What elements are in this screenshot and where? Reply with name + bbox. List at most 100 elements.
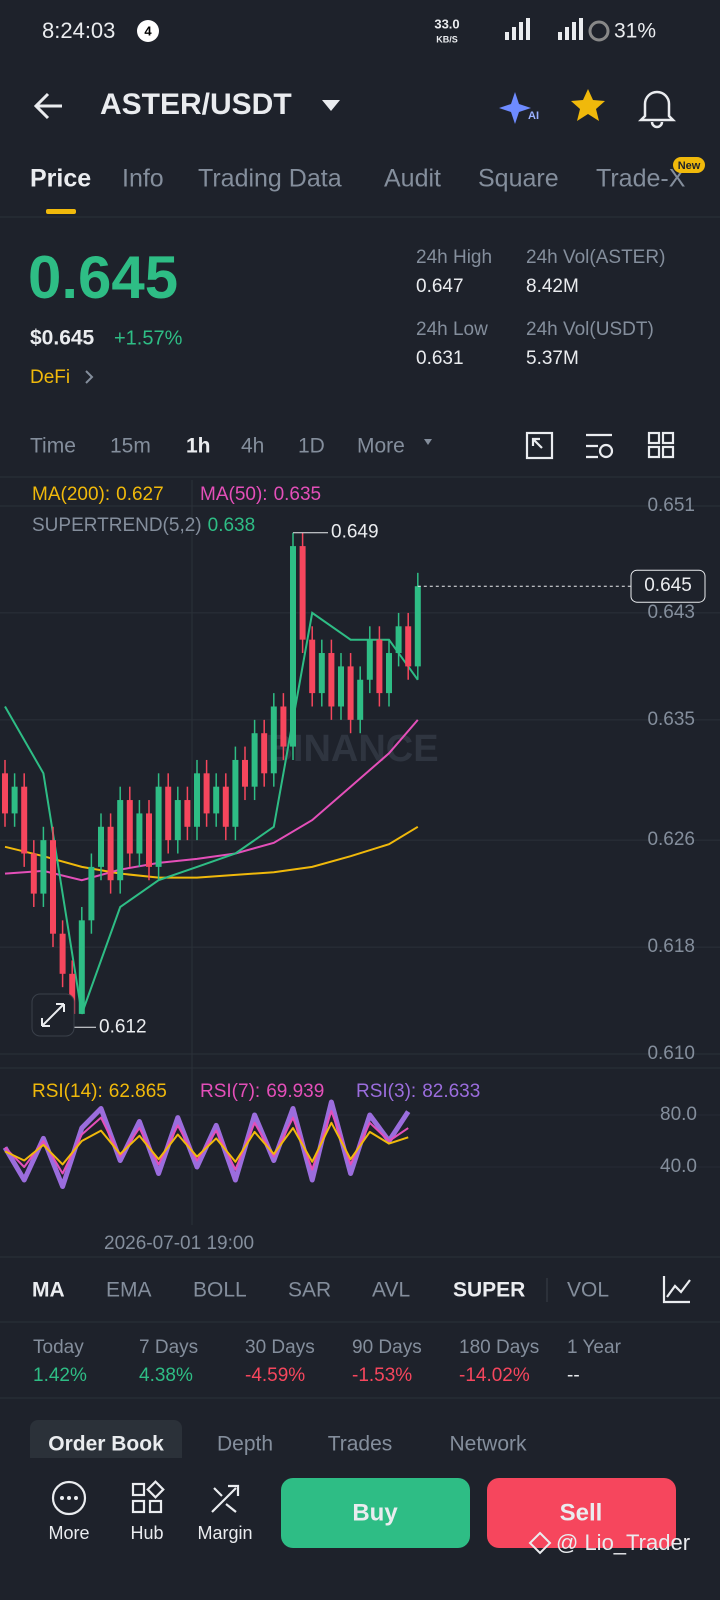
legend-value: 82.633 <box>422 1081 480 1102</box>
low-marker-label: 0.612 <box>99 1016 147 1037</box>
tab[interactable]: Square <box>478 165 559 193</box>
nav-label[interactable]: Margin <box>197 1523 252 1543</box>
candle-body <box>146 813 152 867</box>
interval[interactable]: Time <box>30 435 76 458</box>
legend-name: MA(200): <box>32 484 110 505</box>
stat-label: 24h High <box>416 247 492 268</box>
active-tab-bg <box>30 1420 182 1468</box>
battery: 31% <box>614 20 656 43</box>
tab[interactable]: Trade-X <box>596 165 686 193</box>
candle-body <box>309 639 316 694</box>
candle-body <box>40 840 47 894</box>
tab[interactable]: Audit <box>384 165 441 193</box>
indicator-tab[interactable]: MA <box>32 1279 65 1302</box>
indicator-settings[interactable] <box>662 1276 691 1304</box>
indicator-legend: MA(200): 0.627 <box>32 484 164 505</box>
pair-title[interactable]: ASTER/USDT <box>100 88 292 121</box>
pair-dropdown[interactable] <box>322 100 340 111</box>
ai-icon[interactable] <box>499 92 531 124</box>
buy-button[interactable] <box>281 1478 470 1548</box>
candle-body <box>155 786 162 867</box>
chevron <box>85 370 94 384</box>
indicator-line <box>4 611 419 1015</box>
y-tick-label: 0.635 <box>647 709 695 730</box>
nav-label[interactable]: Hub <box>130 1523 163 1543</box>
time-label: 2026-07-01 19:00 <box>104 1233 254 1254</box>
indicator-line <box>4 719 419 882</box>
indicator-tab[interactable]: VOL <box>567 1279 609 1302</box>
last-price-label: 0.645 <box>644 575 692 596</box>
new-badge-bg <box>673 157 705 173</box>
stat-value: 5.37M <box>526 348 579 369</box>
price-change: +1.57% <box>114 327 183 349</box>
favorite-star[interactable] <box>571 89 605 121</box>
interval[interactable]: 1D <box>298 435 325 458</box>
signal-icons <box>505 18 583 40</box>
candle-body <box>232 759 239 827</box>
candle-body <box>126 800 133 854</box>
tab[interactable]: Info <box>122 165 164 193</box>
perf-value: 4.38% <box>139 1365 193 1386</box>
margin-icon[interactable] <box>211 1484 240 1513</box>
perf-label: 180 Days <box>459 1337 539 1358</box>
indicator-line <box>4 825 419 879</box>
book-tab[interactable]: Depth <box>217 1433 273 1456</box>
perf-value: -1.53% <box>352 1365 412 1386</box>
interval[interactable]: 15m <box>110 435 151 458</box>
candle-body <box>328 653 335 707</box>
alert-bell[interactable] <box>637 90 677 129</box>
indicator-tab[interactable]: EMA <box>106 1279 152 1302</box>
net-speed: 33.0 <box>434 16 459 31</box>
last-price-tag <box>630 569 706 603</box>
legend-value: 62.865 <box>109 1081 167 1102</box>
back-button[interactable] <box>33 92 62 120</box>
interval[interactable]: 1h <box>186 435 211 458</box>
perf-value: -14.02% <box>459 1365 530 1386</box>
candle-body <box>174 800 181 841</box>
candle-body <box>88 866 95 921</box>
candle-body <box>2 773 8 814</box>
more-dots <box>60 1496 78 1500</box>
sector-tag[interactable]: DeFi <box>30 367 70 388</box>
rsi-tick-label: 80.0 <box>660 1104 697 1125</box>
buy-label[interactable]: Buy <box>352 1499 398 1526</box>
hub-icon[interactable] <box>131 1480 165 1514</box>
watermark-logo <box>528 1531 552 1555</box>
y-tick-label: 0.651 <box>647 495 695 516</box>
last-price: 0.645 <box>28 244 178 311</box>
indicator-tab[interactable]: AVL <box>372 1279 410 1302</box>
candle-body <box>270 706 277 774</box>
sell-button[interactable] <box>487 1478 676 1548</box>
indicator-tab[interactable]: BOLL <box>193 1279 247 1302</box>
perf-label: Today <box>33 1337 84 1358</box>
nav-label[interactable]: More <box>48 1523 89 1543</box>
candle-body <box>357 679 364 720</box>
book-tab[interactable]: Order Book <box>48 1433 164 1456</box>
candle-body <box>405 626 412 667</box>
tab[interactable]: Price <box>30 165 91 193</box>
fullscreen-icon[interactable] <box>41 1003 65 1027</box>
rsi-line <box>4 1121 409 1166</box>
legend-name: RSI(3): <box>356 1081 416 1102</box>
chart-tools[interactable] <box>525 431 675 460</box>
usd-price: $0.645 <box>30 327 95 350</box>
interval[interactable]: 4h <box>241 435 264 458</box>
tab[interactable]: Trading Data <box>198 165 342 193</box>
sell-label[interactable]: Sell <box>560 1499 603 1526</box>
battery-icon <box>588 20 610 42</box>
interval[interactable]: More <box>357 435 405 458</box>
book-tab[interactable]: Trades <box>328 1433 393 1456</box>
indicator-legend: SUPERTREND(5,2) 0.638 <box>32 515 255 536</box>
indicator-tab[interactable]: SAR <box>288 1279 331 1302</box>
candle-body <box>222 786 229 827</box>
book-tab[interactable]: Network <box>449 1433 527 1456</box>
ai-label[interactable]: AI <box>528 110 539 122</box>
indicator-tab[interactable]: SUPER <box>453 1279 525 1302</box>
more-icon[interactable] <box>51 1480 87 1516</box>
candle-body <box>414 586 421 667</box>
candle-body <box>213 786 220 814</box>
legend-name: RSI(14): <box>32 1081 103 1102</box>
